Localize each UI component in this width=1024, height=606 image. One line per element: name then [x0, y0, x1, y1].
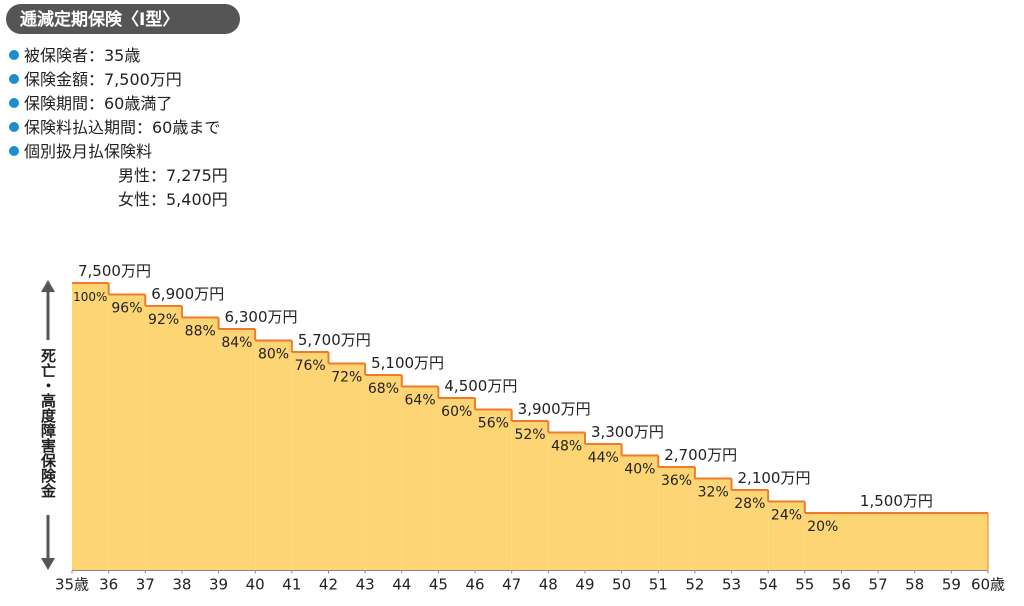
x-tick-label: 43 — [356, 576, 375, 594]
arrow-head — [41, 558, 55, 570]
info-item: 保険金額：7,500万円 — [24, 70, 182, 89]
x-tick-label: 48 — [539, 576, 558, 594]
step-area — [731, 490, 769, 571]
x-tick-label: 44 — [392, 576, 411, 594]
arrow-head — [41, 280, 55, 292]
x-tick-label: 57 — [869, 576, 888, 594]
value-label: 100% — [73, 290, 107, 304]
value-label: 36% — [661, 473, 692, 489]
title: 逓減定期保険〈Ⅰ型〉 — [19, 9, 179, 30]
x-tick-label: 59 — [942, 576, 961, 594]
value-label: 84% — [221, 335, 252, 351]
premium: 男性：7,275円 — [118, 166, 228, 185]
value-label: 60% — [441, 404, 472, 420]
value-label: 44% — [588, 450, 619, 466]
amount-label: 6,300万円 — [225, 308, 298, 326]
value-label: 52% — [514, 427, 545, 443]
title-pill — [6, 4, 240, 34]
x-tick-label: 42 — [319, 576, 338, 594]
step-area — [72, 283, 109, 571]
value-label: 32% — [698, 485, 729, 501]
value-label: 76% — [295, 358, 326, 374]
bullet — [9, 50, 19, 60]
step-area — [658, 467, 695, 571]
x-tick-label: 54 — [759, 576, 778, 594]
step-area — [768, 501, 805, 571]
bullet — [9, 98, 19, 108]
step-area — [438, 398, 476, 571]
x-tick-label: 38 — [172, 576, 191, 594]
info-item: 保険料払込期間：60歳まで — [24, 118, 220, 137]
x-tick-label: 45 — [429, 576, 448, 594]
x-tick-label: 58 — [905, 576, 924, 594]
info-item: 被保険者：35歳 — [24, 46, 140, 65]
step-area — [621, 455, 659, 571]
value-label: 24% — [771, 508, 802, 524]
x-tick-label: 37 — [136, 576, 155, 594]
amount-label: 5,100万円 — [371, 354, 444, 372]
step-area — [548, 432, 585, 571]
info-item: 個別扱月払保険料 — [24, 142, 152, 161]
amount-label: 2,700万円 — [664, 446, 737, 464]
x-tick-label: 52 — [685, 576, 704, 594]
bullet — [9, 146, 19, 156]
value-label: 72% — [331, 370, 362, 386]
step-area — [475, 409, 512, 571]
amount-label: 3,300万円 — [591, 423, 664, 441]
step-area — [694, 478, 732, 571]
step-area — [108, 294, 146, 571]
value-label: 80% — [258, 347, 289, 363]
step-area — [365, 375, 402, 571]
x-tick-label: 49 — [575, 576, 594, 594]
info-item: 保険期間：60歳満了 — [24, 94, 172, 113]
amount-label: 7,500万円 — [78, 262, 151, 280]
step-area — [584, 444, 622, 571]
step-area — [291, 352, 329, 571]
x-tick-label: 50 — [612, 576, 631, 594]
step-area — [255, 340, 292, 571]
step-area — [218, 329, 256, 571]
value-label: 56% — [478, 416, 509, 432]
value-label: 96% — [111, 301, 142, 317]
x-tick-label: 41 — [282, 576, 301, 594]
bullet — [9, 122, 19, 132]
x-tick-label: 39 — [209, 576, 228, 594]
value-label: 68% — [368, 381, 399, 397]
value-label: 40% — [624, 462, 655, 478]
x-tick-label: 47 — [502, 576, 521, 594]
x-tick-label: 53 — [722, 576, 741, 594]
x-tick-label: 55 — [795, 576, 814, 594]
x-tick-label: 36 — [99, 576, 118, 594]
bullet — [9, 74, 19, 84]
value-label: 20% — [807, 519, 838, 535]
amount-label: 4,500万円 — [444, 377, 517, 395]
step-area — [181, 317, 219, 571]
amount-label: 3,900万円 — [518, 400, 591, 418]
value-label: 28% — [734, 496, 765, 512]
step-area — [511, 421, 549, 571]
step-area — [804, 513, 988, 571]
x-tick-label: 60歳 — [971, 576, 1005, 594]
info: 被保険者：35歳保険金額：7,500万円保険期間：60歳満了保険料払込期間：60… — [9, 46, 228, 209]
x-tick-label: 56 — [832, 576, 851, 594]
amount-label: 2,100万円 — [738, 469, 811, 487]
amount-label: 6,900万円 — [151, 285, 224, 303]
premium: 女性：5,400円 — [118, 190, 228, 209]
step-area — [401, 386, 439, 571]
x-tick-label: 35歳 — [55, 576, 89, 594]
amount-label: 1,500万円 — [860, 492, 933, 510]
value-label: 48% — [551, 439, 582, 455]
x-tick-label: 46 — [465, 576, 484, 594]
value-label: 64% — [405, 393, 436, 409]
x-tick-label: 51 — [649, 576, 668, 594]
value-label: 92% — [148, 312, 179, 328]
amount-label: 5,700万円 — [298, 331, 371, 349]
x-tick-label: 40 — [246, 576, 265, 594]
y-axis-label: 死亡・高度障害保険金 — [39, 348, 57, 498]
step-area — [145, 306, 182, 571]
value-label: 88% — [185, 324, 216, 340]
step-area — [328, 363, 366, 571]
